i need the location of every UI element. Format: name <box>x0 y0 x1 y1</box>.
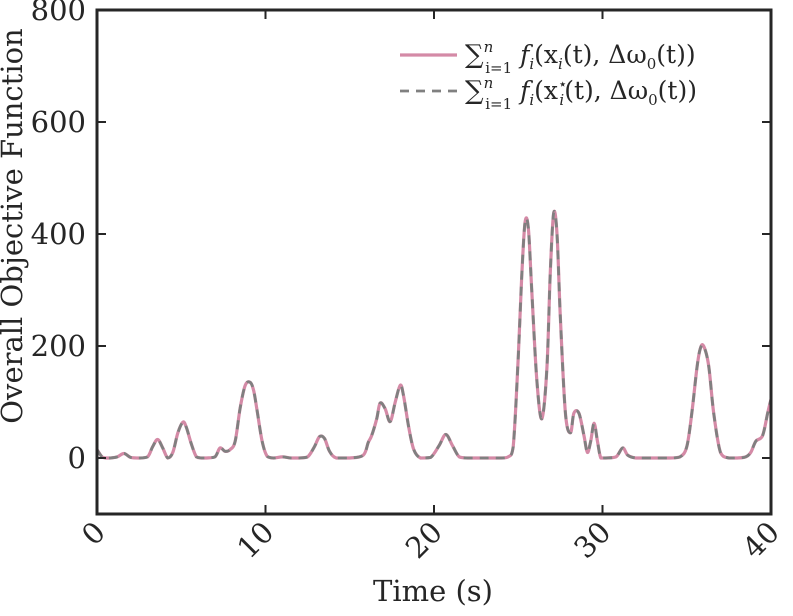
y-tick-label: 0 <box>68 441 86 475</box>
sum-upper: n <box>484 38 494 56</box>
y-axis-label: Overall Objective Function <box>0 28 29 423</box>
arg-sub: i <box>558 55 563 73</box>
arg-x: (x <box>534 40 558 69</box>
sum-lower: i=1 <box>485 95 512 113</box>
y-tick-label: 400 <box>31 217 86 251</box>
y-tick-label: 600 <box>31 105 86 139</box>
x-tick-label: 10 <box>230 515 280 565</box>
series-line-1 <box>97 209 771 460</box>
arg-rest: (t), Δω <box>564 76 648 105</box>
x-axis-label: Time (s) <box>373 574 493 608</box>
arg-rest: (t), Δω <box>563 40 647 69</box>
sum-upper: n <box>484 74 494 92</box>
arg-sub: i <box>559 91 564 109</box>
x-tick-label: 40 <box>736 515 786 565</box>
y-tick-label: 800 <box>31 0 86 27</box>
x-tick-label: 30 <box>567 515 617 565</box>
legend-label-1: ∑n i=1 fi(xi(t), Δω0(t)) <box>465 38 696 77</box>
plot-area <box>97 209 771 460</box>
legend: ∑n i=1 fi(xi(t), Δω0(t))∑n i=1 fi(x⋆ i(t), … <box>400 38 697 113</box>
y-tick-label: 200 <box>31 329 86 363</box>
legend-label-2: ∑n i=1 fi(x⋆ i(t), Δω0(t)) <box>465 74 697 113</box>
series-line-2 <box>97 209 771 460</box>
sum-lower: i=1 <box>485 59 512 77</box>
arg-x: (x <box>534 76 558 105</box>
arg-star: ⋆ <box>558 75 567 93</box>
arg-close: (t)) <box>656 40 695 69</box>
sum-symbol: ∑ <box>465 76 484 106</box>
sum-symbol: ∑ <box>465 40 484 70</box>
omega-sub: 0 <box>647 55 657 73</box>
omega-sub: 0 <box>648 91 658 109</box>
func-symbol: f <box>512 76 533 105</box>
arg-close: (t)) <box>658 76 697 105</box>
func-symbol: f <box>512 40 533 69</box>
x-tick-label: 0 <box>75 515 112 552</box>
x-tick-label: 20 <box>399 515 449 565</box>
func-sub: i <box>529 91 534 109</box>
func-sub: i <box>529 55 534 73</box>
